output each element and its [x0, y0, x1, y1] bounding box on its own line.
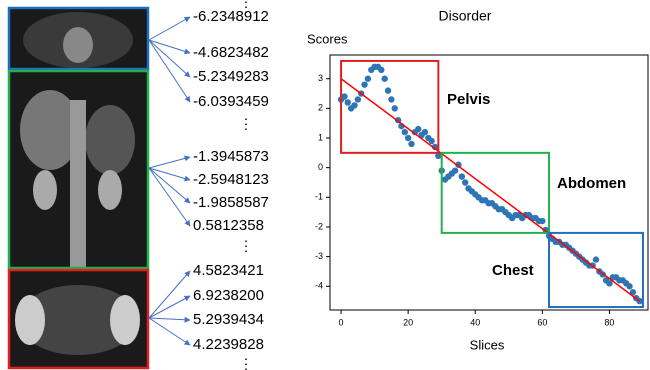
score-value: 0.5812358: [193, 217, 264, 234]
y-tick-label: 2: [318, 103, 323, 113]
ellipsis: ⋮: [239, 356, 253, 370]
y-tick-label: -2: [315, 221, 323, 231]
page: ⋮⋮⋮⋮-6.2348912-4.6823482-5.2349283-6.039…: [0, 0, 650, 370]
ct-image: [9, 8, 148, 368]
score-lists: ⋮⋮⋮⋮-6.2348912-4.6823482-5.2349283-6.039…: [149, 0, 269, 370]
y-tick-label: 1: [318, 132, 323, 142]
score-value: 5.2939434: [193, 311, 264, 328]
point: [361, 81, 367, 87]
point: [378, 67, 384, 73]
y-tick-label: -4: [315, 281, 323, 291]
point: [428, 138, 434, 144]
score-value: 6.9238200: [193, 287, 264, 304]
score-value: -1.9858587: [193, 194, 269, 211]
arrow: [149, 17, 190, 40]
point: [626, 283, 632, 289]
x-axis-label: Slices: [470, 337, 505, 352]
arrow: [149, 168, 190, 226]
figure: ⋮⋮⋮⋮-6.2348912-4.6823482-5.2349283-6.039…: [0, 0, 650, 370]
point: [351, 102, 357, 108]
point: [408, 141, 414, 147]
y-axis-label: Scores: [307, 31, 348, 46]
x-tick-label: 0: [339, 317, 344, 327]
point: [385, 87, 391, 93]
region-label: Pelvis: [447, 91, 490, 108]
arrow: [149, 318, 190, 345]
score-value: -1.3945873: [193, 148, 269, 165]
chart-title: Disorder: [439, 8, 492, 24]
x-tick-label: 40: [470, 317, 480, 327]
y-tick-label: -1: [315, 192, 323, 202]
region-label: Abdomen: [557, 175, 626, 192]
point: [539, 218, 545, 224]
score-value: -2.5948123: [193, 171, 269, 188]
point: [462, 179, 468, 185]
ellipsis: ⋮: [239, 116, 253, 132]
y-tick-label: 3: [318, 73, 323, 83]
point: [388, 96, 394, 102]
point: [392, 105, 398, 111]
arrow: [149, 318, 190, 320]
point: [422, 129, 428, 135]
ellipsis: ⋮: [239, 238, 253, 254]
point: [345, 99, 351, 105]
score-value: -5.2349283: [193, 68, 269, 85]
arrow: [149, 271, 190, 318]
point: [459, 173, 465, 179]
score-value: -4.6823482: [193, 44, 269, 61]
point: [402, 129, 408, 135]
arrow: [149, 296, 190, 318]
point: [415, 126, 421, 132]
score-value: 4.2239828: [193, 336, 264, 353]
y-tick-label: -3: [315, 251, 323, 261]
point: [593, 256, 599, 262]
arrow: [149, 40, 190, 53]
score-value: -6.2348912: [193, 8, 269, 25]
score-value: 4.5823421: [193, 262, 264, 279]
point: [405, 135, 411, 141]
point: [381, 76, 387, 82]
score-value: -6.0393459: [193, 93, 269, 110]
arrow: [149, 168, 190, 180]
region-label: Chest: [492, 262, 534, 279]
point: [365, 76, 371, 82]
x-tick-label: 80: [604, 317, 614, 327]
arrow: [149, 157, 190, 168]
x-tick-label: 20: [403, 317, 413, 327]
scatter-chart: Disorder Scores Slices 0 20 40 60 80 -4 -3 -2 -1 0 1 2…: [307, 8, 648, 353]
point: [355, 96, 361, 102]
point: [452, 167, 458, 173]
point: [341, 93, 347, 99]
y-tick-label: 0: [318, 162, 323, 172]
x-tick-label: 60: [537, 317, 547, 327]
